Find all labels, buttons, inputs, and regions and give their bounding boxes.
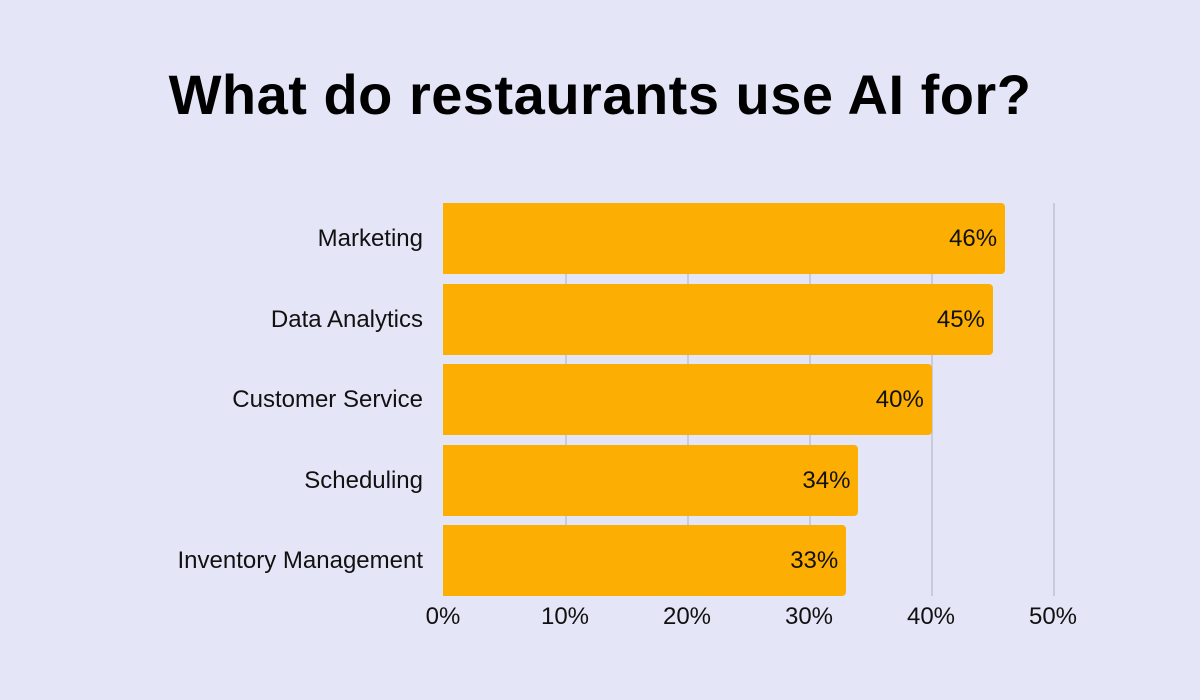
x-tick-50: 50% <box>1028 603 1078 630</box>
x-tick-30: 30% <box>784 603 834 630</box>
bar-value-label: 33% <box>790 547 839 574</box>
bar-marketing: 46% <box>443 203 1006 274</box>
bar-value-label: 46% <box>949 225 998 252</box>
category-label-data-analytics: Data Analytics <box>270 306 423 333</box>
x-tick-40: 40% <box>906 603 956 630</box>
plot-area: 46% 45% 40% 34% 33% <box>443 203 1055 596</box>
x-tick-20: 20% <box>662 603 712 630</box>
category-label-customer-service: Customer Service <box>232 386 423 413</box>
bar-value-label: 40% <box>875 386 924 413</box>
bar-data-analytics: 45% <box>443 284 993 355</box>
category-label-marketing: Marketing <box>317 225 423 252</box>
category-label-scheduling: Scheduling <box>304 467 423 494</box>
bar-scheduling: 34% <box>443 445 859 516</box>
chart-title: What do restaurants use AI for? <box>168 63 1032 126</box>
bar-inventory-management: 33% <box>443 525 847 596</box>
category-label-inventory-management: Inventory Management <box>177 547 423 574</box>
bar-value-label: 34% <box>802 467 851 494</box>
bar-customer-service: 40% <box>443 364 932 435</box>
x-tick-0: 0% <box>425 603 461 630</box>
gridline-50 <box>1053 203 1055 596</box>
x-tick-10: 10% <box>540 603 590 630</box>
bar-value-label: 45% <box>936 306 985 333</box>
